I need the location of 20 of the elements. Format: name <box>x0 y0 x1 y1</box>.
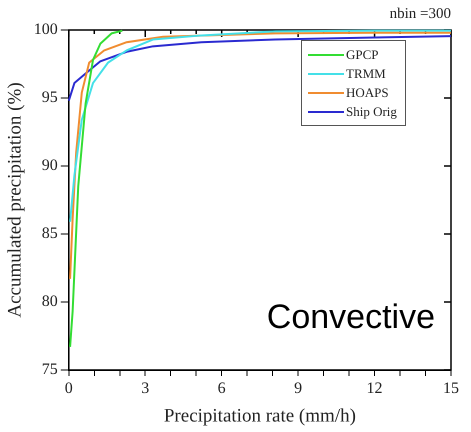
legend-label: TRMM <box>346 66 386 82</box>
x-tick-label: 0 <box>64 380 73 397</box>
x-tick-label: 3 <box>141 380 150 397</box>
x-tick-label: 9 <box>294 380 302 397</box>
annotation: Convective <box>266 298 435 337</box>
y-tick-label: 75 <box>42 361 58 378</box>
x-tick-label: 15 <box>443 380 459 397</box>
legend-label: HOAPS <box>346 84 389 100</box>
x-tick-label: 6 <box>218 380 226 397</box>
legend-label: Ship Orig <box>346 104 397 120</box>
text: nbin =300 <box>390 6 451 23</box>
y-tick-label: 95 <box>42 89 58 106</box>
y-tick-label: 80 <box>42 293 58 310</box>
y-tick-label: 90 <box>42 157 58 174</box>
x-axis-title: Precipitation rate (mm/h) <box>164 406 356 427</box>
legend-label: GPCP <box>346 46 379 62</box>
y-tick-label: 85 <box>42 225 58 242</box>
y-axis-title: Accumulated precipitation (%) <box>4 82 26 318</box>
y-tick-label: 100 <box>34 21 58 38</box>
x-tick-label: 12 <box>366 380 383 397</box>
